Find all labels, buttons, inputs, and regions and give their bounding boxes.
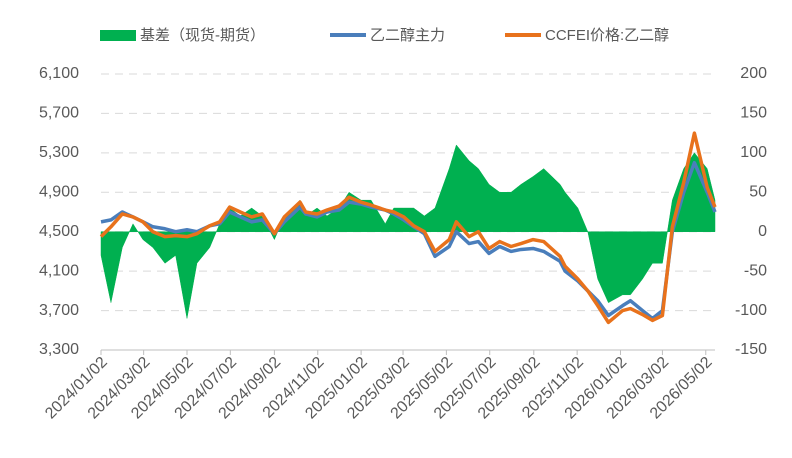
y-tick-label: 5,700: [39, 105, 79, 122]
y-tick-label: 3,300: [39, 341, 79, 358]
y2-tick-label: 0: [758, 223, 767, 240]
y2-tick-label: 150: [740, 105, 767, 122]
price-line: [99, 131, 717, 325]
y2-tick-label: 50: [749, 184, 767, 201]
y-tick-label: 5,300: [39, 144, 79, 161]
legend: 基差（现货-期货） 乙二醇主力 CCFEI价格:乙二醇: [100, 27, 669, 44]
y2-tick-label: -100: [735, 302, 767, 319]
legend-label: 基差（现货-期货）: [140, 27, 265, 44]
y2-tick-label: 200: [740, 65, 767, 82]
y-tick-label: 4,100: [39, 262, 79, 279]
legend-label: 乙二醇主力: [370, 27, 445, 44]
y-tick-label: 4,500: [39, 223, 79, 240]
y-tick-label: 4,900: [39, 184, 79, 201]
legend-label: CCFEI价格:乙二醇: [545, 27, 669, 44]
y2-tick-label: -50: [744, 262, 767, 279]
legend-swatch: [100, 30, 136, 41]
y-tick-label: 6,100: [39, 65, 79, 82]
y2-tick-label: -150: [735, 341, 767, 358]
y-tick-label: 3,700: [39, 302, 79, 319]
basis-area: [100, 144, 716, 319]
y2-tick-label: 100: [740, 144, 767, 161]
